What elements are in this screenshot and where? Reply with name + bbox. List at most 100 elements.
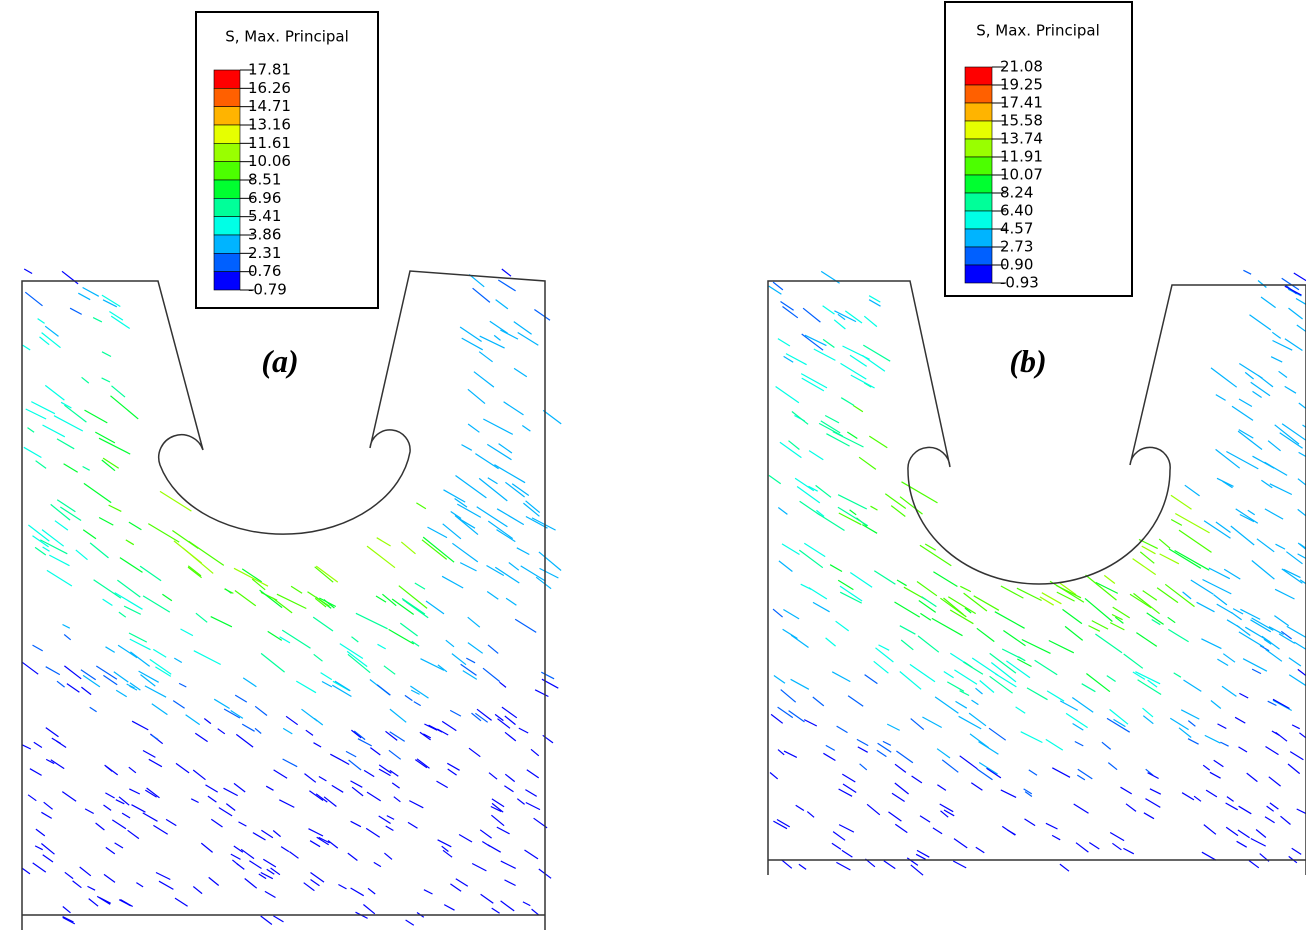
stress-vector (303, 882, 315, 892)
stress-vector (1023, 788, 1033, 795)
stress-vector (1123, 653, 1144, 669)
stress-vector (478, 351, 493, 363)
stress-vector (1045, 822, 1058, 830)
stress-vector (1202, 578, 1232, 595)
stress-vector (832, 431, 864, 448)
stress-vector (351, 729, 362, 739)
stress-vector (410, 689, 420, 695)
legend-label: 10.06 (248, 152, 291, 170)
stress-vector (517, 331, 539, 346)
stress-vector (504, 715, 516, 726)
stress-vector (877, 742, 892, 753)
stress-vector (836, 725, 848, 734)
stress-vector (864, 674, 878, 685)
stress-vector (1210, 700, 1222, 709)
stress-vector (180, 628, 194, 637)
legend-label: 17.41 (1000, 94, 1043, 112)
stress-vector (844, 310, 863, 324)
stress-vector (424, 723, 438, 731)
stress-vector (376, 684, 391, 696)
stress-vector (915, 853, 926, 860)
legend-label: 11.91 (1000, 148, 1043, 166)
stress-vector (1084, 597, 1113, 622)
stress-vector (1145, 798, 1161, 808)
stress-vector (92, 317, 103, 323)
stress-vector (421, 539, 448, 560)
stress-vector (846, 431, 858, 440)
legend-label: 8.51 (248, 171, 281, 189)
stress-vector (323, 796, 337, 807)
stress-vector (1181, 792, 1195, 801)
stress-vector (437, 664, 448, 673)
stress-vector (478, 477, 508, 502)
stress-vector (953, 838, 968, 849)
stress-vector (525, 515, 548, 529)
stress-vector (491, 814, 505, 827)
stress-vector (818, 422, 844, 437)
stress-vector (54, 520, 69, 531)
stress-vector (351, 786, 364, 797)
stress-vector (114, 592, 143, 610)
stress-vector (1246, 772, 1258, 783)
legend-color-band (964, 102, 993, 122)
legend-label: -0.93 (1000, 274, 1039, 292)
stress-vector (44, 325, 59, 337)
stress-vector (320, 672, 333, 681)
stress-vector (98, 437, 131, 455)
stress-vector (1049, 580, 1085, 603)
stress-vector (441, 845, 449, 852)
stress-vector (971, 657, 999, 676)
stress-vector (976, 768, 993, 781)
stress-vector (105, 765, 113, 772)
stress-vector (479, 829, 492, 839)
stress-vector (482, 667, 501, 683)
stress-vector (1062, 608, 1083, 625)
stress-vector (924, 543, 937, 551)
stress-vector (918, 600, 937, 613)
specimen-outline-b (767, 280, 1306, 875)
stress-vector (1291, 724, 1300, 730)
stress-vector (1296, 324, 1306, 333)
stress-vector (968, 712, 987, 727)
stress-vector (462, 670, 478, 680)
stress-vector (1299, 732, 1306, 739)
stress-vector (442, 523, 462, 540)
stress-vector (488, 772, 498, 780)
stress-vector (233, 567, 269, 587)
stress-vector (35, 828, 46, 837)
stress-vector (1293, 272, 1306, 282)
stress-vector (840, 397, 855, 406)
stress-vector (497, 279, 516, 292)
stress-vector (494, 464, 526, 484)
stress-vector (393, 796, 401, 803)
stress-vector (471, 712, 482, 722)
stress-vector (142, 749, 156, 758)
stress-vector (838, 788, 853, 797)
stress-vector (313, 717, 324, 726)
stress-vector (1297, 553, 1306, 560)
legend-label: 11.61 (248, 134, 291, 152)
stress-vector (28, 524, 50, 542)
stress-vector (1091, 620, 1109, 630)
stress-vector (959, 690, 970, 697)
stress-vector (837, 506, 869, 527)
vector-field (21, 268, 1306, 926)
stress-vector (496, 826, 510, 835)
stress-vector (847, 695, 864, 707)
stress-vector (524, 849, 539, 860)
stress-vector (491, 907, 500, 914)
stress-vector (24, 291, 43, 307)
stress-vector (102, 598, 113, 607)
stress-vector (1223, 568, 1241, 580)
stress-vector (1132, 671, 1146, 680)
stress-vector (795, 804, 805, 812)
legend-color-band (964, 228, 993, 248)
stress-vector (1178, 529, 1212, 553)
stress-vector (279, 636, 291, 644)
stress-vector (78, 292, 91, 301)
stress-vector (994, 611, 1025, 629)
stress-vector (316, 836, 330, 846)
stress-vector (804, 334, 827, 347)
stress-vector (175, 762, 190, 774)
stress-vector (45, 727, 59, 738)
